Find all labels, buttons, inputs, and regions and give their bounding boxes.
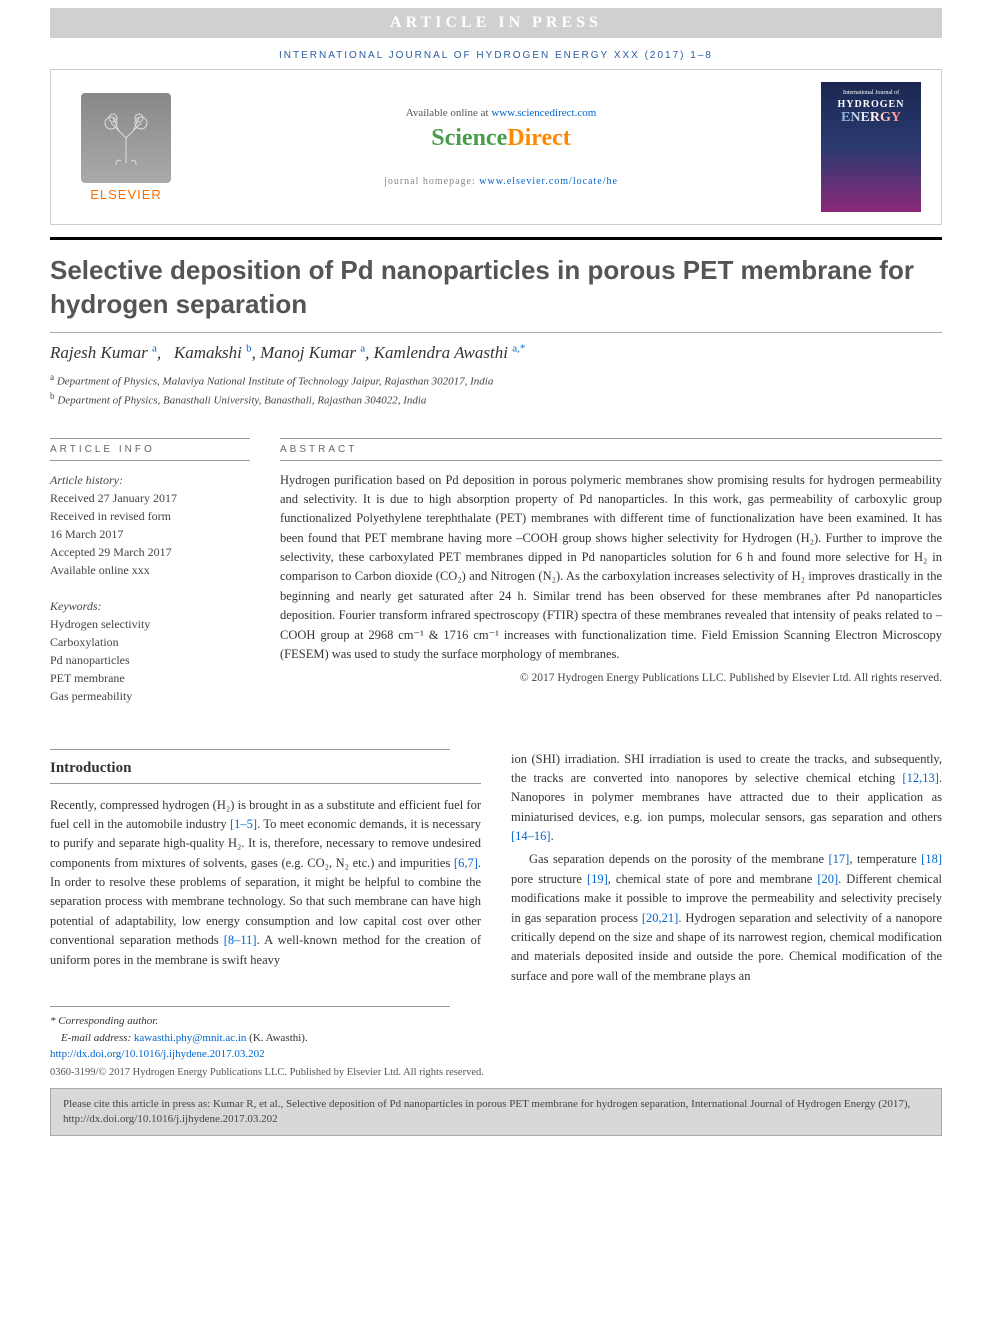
- sd-direct: Direct: [507, 125, 571, 151]
- title-rule-bottom: [50, 332, 942, 333]
- history-line: Received 27 January 2017: [50, 489, 250, 507]
- info-abstract-row: ARTICLE INFO Article history: Received 2…: [50, 438, 942, 723]
- email-name: (K. Awasthi).: [246, 1032, 307, 1044]
- abstract-column: ABSTRACT Hydrogen purification based on …: [280, 438, 942, 723]
- cite-box: Please cite this article in press as: Ku…: [50, 1088, 942, 1137]
- homepage-link[interactable]: www.elsevier.com/locate/he: [479, 176, 618, 187]
- keyword: PET membrane: [50, 669, 250, 687]
- affiliation: a Department of Physics, Malaviya Nation…: [50, 371, 942, 390]
- author: Kamlendra Awasthi a,*: [374, 343, 526, 362]
- cover-hydrogen: HYDROGEN: [838, 99, 905, 110]
- abstract-text: Hydrogen purification based on Pd deposi…: [280, 471, 942, 665]
- body-columns: Introduction Recently, compressed hydrog…: [50, 750, 942, 987]
- keywords-block: Keywords: Hydrogen selectivity Carboxyla…: [50, 597, 250, 705]
- homepage-label: journal homepage:: [384, 176, 479, 187]
- author-list: Rajesh Kumar a, Kamakshi b, Manoj Kumar …: [50, 343, 942, 364]
- intro-para-3: Gas separation depends on the porosity o…: [511, 850, 942, 986]
- article-history: Article history: Received 27 January 201…: [50, 471, 250, 579]
- keyword: Pd nanoparticles: [50, 651, 250, 669]
- homepage-line: journal homepage: www.elsevier.com/locat…: [181, 176, 821, 187]
- corr-author-line: * Corresponding author.: [50, 1013, 450, 1030]
- corresponding-footer: * Corresponding author. E-mail address: …: [50, 1006, 450, 1063]
- in-press-banner: ARTICLE IN PRESS: [50, 8, 942, 38]
- history-head: Article history:: [50, 471, 250, 489]
- elsevier-logo: ELSEVIER: [71, 93, 181, 202]
- email-link[interactable]: kawasthi.phy@mnit.ac.in: [134, 1032, 246, 1044]
- title-rule-top: [50, 237, 942, 240]
- author: Kamakshi b: [174, 343, 252, 362]
- abstract-copyright: © 2017 Hydrogen Energy Publications LLC.…: [280, 672, 942, 684]
- intro-para-2: ion (SHI) irradiation. SHI irradiation i…: [511, 750, 942, 847]
- sciencedirect-logo: ScienceDirect: [181, 125, 821, 152]
- issn-line: 0360-3199/© 2017 Hydrogen Energy Publica…: [50, 1067, 942, 1078]
- keyword: Carboxylation: [50, 633, 250, 651]
- email-line: E-mail address: kawasthi.phy@mnit.ac.in …: [50, 1030, 450, 1047]
- sd-science: Science: [431, 125, 507, 151]
- cover-energy: ENERGY: [841, 110, 901, 126]
- header-center: Available online at www.sciencedirect.co…: [181, 107, 821, 187]
- sciencedirect-link[interactable]: www.sciencedirect.com: [491, 107, 596, 119]
- email-label: E-mail address:: [61, 1032, 134, 1044]
- history-line: Accepted 29 March 2017: [50, 543, 250, 561]
- history-line: Received in revised form: [50, 507, 250, 525]
- history-line: 16 March 2017: [50, 525, 250, 543]
- left-column: Introduction Recently, compressed hydrog…: [50, 750, 481, 987]
- article-info-label: ARTICLE INFO: [50, 438, 250, 461]
- author: Rajesh Kumar a: [50, 343, 157, 362]
- journal-reference: INTERNATIONAL JOURNAL OF HYDROGEN ENERGY…: [0, 42, 992, 69]
- intro-para-1: Recently, compressed hydrogen (H₂) is br…: [50, 796, 481, 970]
- doi-link[interactable]: http://dx.doi.org/10.1016/j.ijhydene.201…: [50, 1048, 265, 1060]
- journal-cover: International Journal of HYDROGEN ENERGY: [821, 82, 921, 212]
- history-line: Available online xxx: [50, 561, 250, 579]
- article-title: Selective deposition of Pd nanoparticles…: [50, 254, 942, 322]
- elsevier-label: ELSEVIER: [90, 187, 162, 202]
- affiliations: a Department of Physics, Malaviya Nation…: [50, 371, 942, 409]
- right-column: ion (SHI) irradiation. SHI irradiation i…: [511, 750, 942, 987]
- journal-header: ELSEVIER Available online at www.science…: [50, 69, 942, 225]
- author: Manoj Kumar a: [260, 343, 365, 362]
- keywords-head: Keywords:: [50, 597, 250, 615]
- keyword: Gas permeability: [50, 687, 250, 705]
- introduction-heading: Introduction: [50, 754, 481, 784]
- article-info-column: ARTICLE INFO Article history: Received 2…: [50, 438, 250, 723]
- keyword: Hydrogen selectivity: [50, 615, 250, 633]
- affiliation: b Department of Physics, Banasthali Univ…: [50, 390, 942, 409]
- abstract-label: ABSTRACT: [280, 438, 942, 461]
- available-label: Available online at: [406, 107, 492, 119]
- elsevier-tree-icon: [81, 93, 171, 183]
- cover-subtitle: International Journal of: [843, 90, 899, 97]
- available-online: Available online at www.sciencedirect.co…: [181, 107, 821, 119]
